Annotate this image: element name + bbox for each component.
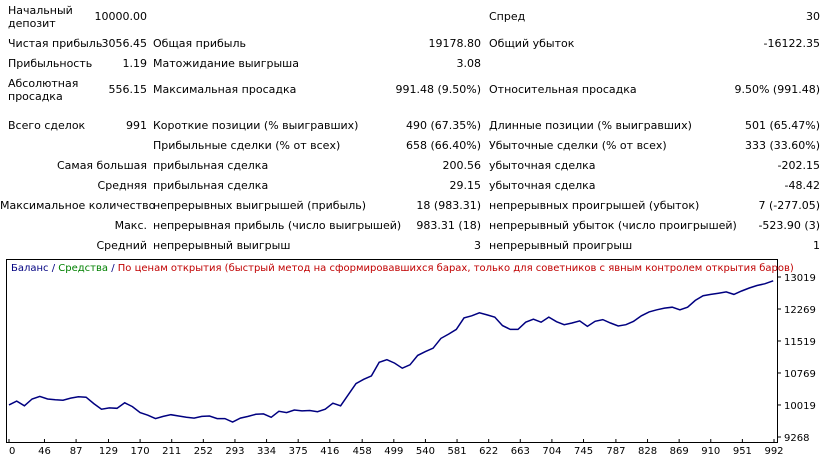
legend-method: По ценам открытия (быстрый метод на сфор… [118,263,794,274]
y-tick-label: 11519 [784,337,816,348]
x-tick-label: 87 [70,446,83,457]
x-tick-label: 458 [353,446,372,457]
net-profit-label: Чистая прибыль [8,37,103,50]
max-drawdown-label: Максимальная просадка [153,83,297,96]
x-axis: 0 46 87 129 170 211 252 293 334 375 416 458 499 540 58… [8,439,784,457]
legend-equity: Средства [58,263,108,274]
balance-chart: Баланс / Средства / По ценам открытия (б… [6,259,834,463]
y-tick-label: 10019 [784,401,816,412]
max-cons-wins-label: непрерывных выигрышей (прибыль) [153,199,367,212]
largest-label: Самая большая [56,159,147,172]
legend-separator: / [108,263,118,274]
x-tick-label: 252 [194,446,213,457]
x-tick-label: 416 [320,446,339,457]
gross-loss-label: Общий убыток [489,37,575,50]
spread-label: Спред [489,10,526,23]
x-tick-label: 910 [701,446,720,457]
legend-separator: / [49,263,59,274]
x-tick-label: 211 [162,446,181,457]
abs-drawdown-value: 556.15 [108,83,148,96]
x-tick-label: 46 [38,446,51,457]
x-tick-label: 787 [606,446,625,457]
profit-factor-label: Прибыльность [8,57,93,70]
chart-legend: Баланс / Средства / По ценам открытия (б… [11,263,794,274]
rel-drawdown-label: Относительная просадка [489,83,637,96]
chart-canvas: Баланс / Средства / По ценам открытия (б… [6,259,816,457]
gross-loss-value: -16122.35 [763,37,820,50]
max-cons-losses-value: 7 (-277.05) [758,199,820,212]
max-cons-loss-value: -523.90 (3) [758,219,820,232]
y-tick-label: 10769 [784,369,816,380]
profit-trades-label: Прибыльные сделки (% от всех) [153,139,341,152]
average-loss-label: убыточная сделка [489,179,596,192]
total-trades-value: 991 [126,119,147,132]
average-profit-value: 29.15 [449,179,482,192]
avg-label: Средний [96,239,147,252]
x-tick-label: 663 [511,446,530,457]
x-tick-label: 869 [670,446,689,457]
max-cons-wins-value: 18 (983.31) [416,199,481,212]
max-label: Макс. [114,219,147,232]
x-tick-label: 581 [448,446,467,457]
profit-trades-value: 658 (66.40%) [405,139,481,152]
x-tick-label: 293 [225,446,244,457]
max-cons-profit-value: 983.31 (18) [416,219,481,232]
x-tick-label: 375 [289,446,308,457]
y-tick-label: 12269 [784,305,816,316]
total-trades-label: Всего сделок [8,119,86,132]
loss-trades-label: Убыточные сделки (% от всех) [489,139,667,152]
abs-drawdown-label: Абсолютная просадка [8,77,79,103]
gross-profit-label: Общая прибыль [153,37,246,50]
profit-factor-value: 1.19 [122,57,148,70]
avg-cons-wins-value: 3 [474,239,481,252]
short-label: Короткие позиции (% выигравших) [153,119,359,132]
max-cons-loss-label: непрерывный убыток (число проигрышей) [489,219,737,232]
average-profit-label: прибыльная сделка [153,179,269,192]
rel-drawdown-value: 9.50% (991.48) [734,83,820,96]
largest-profit-value: 200.56 [442,159,482,172]
largest-loss-value: -202.15 [777,159,820,172]
avg-cons-losses-value: 1 [813,239,820,252]
series-lines [8,280,774,423]
max-cons-profit-label: непрерывная прибыль (число выигрышей) [153,219,402,232]
x-tick-label: 334 [257,446,276,457]
loss-trades-value: 333 (33.60%) [744,139,820,152]
largest-profit-label: прибыльная сделка [153,159,269,172]
largest-loss-label: убыточная сделка [489,159,596,172]
x-tick-label: 951 [733,446,752,457]
x-tick-label: 704 [542,446,561,457]
plot-frame [6,259,778,443]
max-cons-losses-label: непрерывных проигрышей (убыток) [489,199,700,212]
deposit-label: Начальный депозит [8,4,73,30]
spread-value: 30 [806,10,820,23]
x-tick-label: 745 [574,446,593,457]
balance-line [8,280,774,423]
avg-cons-losses-label: непрерывный проигрыш [489,239,633,252]
x-tick-label: 540 [416,446,435,457]
long-value: 501 (65.47%) [744,119,820,132]
x-tick-label: 0 [9,446,15,457]
y-axis: 9268 10019 10769 11519 12269 13019 [777,273,816,444]
average-loss-value: -48.42 [784,179,820,192]
avg-cons-wins-label: непрерывный выигрыш [153,239,291,252]
y-tick-label: 13019 [784,273,816,284]
average-label: Средняя [97,179,147,192]
expected-payoff-value: 3.08 [456,57,482,70]
y-tick-label: 9268 [784,433,809,444]
deposit-value: 10000.00 [94,10,148,23]
x-tick-label: 992 [764,446,783,457]
net-profit-value: 3056.45 [101,37,148,50]
short-value: 490 (67.35%) [405,119,481,132]
x-tick-label: 170 [131,446,150,457]
x-tick-label: 622 [479,446,498,457]
legend-balance: Баланс [11,263,49,274]
gross-profit-value: 19178.80 [428,37,482,50]
x-tick-label: 828 [638,446,657,457]
max-count-label: Максимальное количество [0,199,156,212]
x-tick-label: 499 [384,446,403,457]
max-drawdown-value: 991.48 (9.50%) [395,83,481,96]
long-label: Длинные позиции (% выигравших) [489,119,692,132]
x-tick-label: 129 [99,446,118,457]
expected-payoff-label: Матожидание выигрыша [153,57,299,70]
